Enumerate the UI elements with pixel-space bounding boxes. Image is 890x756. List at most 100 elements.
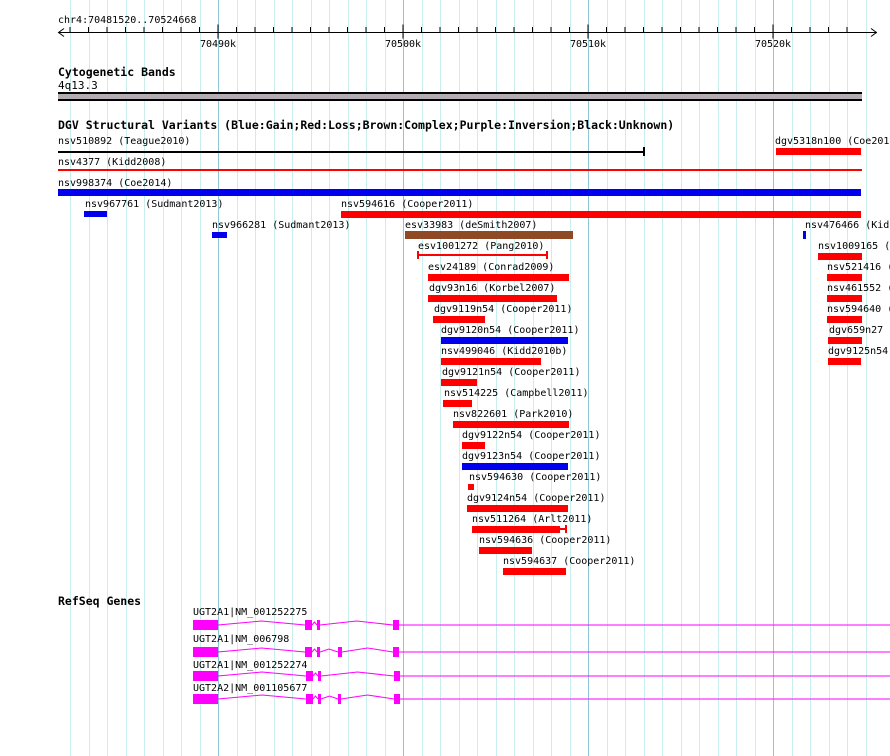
gridline-minor — [255, 0, 256, 756]
variant-bar[interactable] — [428, 274, 569, 281]
variant-bar[interactable] — [479, 547, 532, 554]
gridline-minor — [273, 0, 275, 756]
gridline-minor — [625, 0, 626, 756]
variant-label: nsv4377 (Kidd2008) — [58, 157, 167, 168]
variant-bar[interactable] — [443, 400, 472, 407]
variant-label: dgv9120n54 (Cooper2011) — [441, 325, 580, 336]
variant-bar[interactable] — [441, 337, 568, 344]
gene-label: UGT2A1|NM_001252275 — [193, 607, 308, 618]
variant-bar[interactable] — [433, 316, 485, 323]
gridline-major — [403, 0, 404, 756]
genome-ruler[interactable] — [0, 0, 890, 58]
variant-label: dgv9121n54 (Cooper2011) — [442, 367, 581, 378]
gridline-minor — [347, 0, 349, 756]
variant-point-tick[interactable] — [803, 231, 806, 239]
gene-model[interactable] — [0, 690, 890, 708]
variant-bar[interactable] — [503, 568, 566, 575]
variant-bar[interactable] — [341, 211, 861, 218]
variant-label: nsv594636 (Cooper2011) — [479, 535, 612, 546]
gridline-minor — [88, 0, 90, 756]
gridline-major — [588, 0, 589, 756]
variant-label: dgv9123n54 (Cooper2011) — [462, 451, 601, 462]
gridline-minor — [144, 0, 145, 756]
variant-line-endtick — [643, 147, 645, 156]
gene-label: UGT2A1|NM_006798 — [193, 634, 290, 645]
variant-bar[interactable] — [467, 505, 568, 512]
gridline-minor — [125, 0, 127, 756]
variant-label: esv1001272 (Pang2010) — [418, 241, 545, 252]
variant-bar[interactable] — [462, 442, 485, 449]
variant-bar[interactable] — [818, 253, 862, 260]
gene-model[interactable] — [0, 616, 890, 634]
variant-bar[interactable] — [472, 526, 560, 533]
variant-range-line[interactable] — [417, 254, 548, 256]
variant-tail-line — [560, 528, 566, 530]
variant-bar[interactable] — [827, 316, 862, 323]
variant-bar[interactable] — [84, 211, 107, 217]
variant-bar[interactable] — [828, 337, 862, 344]
gridline-minor — [791, 0, 793, 756]
variant-bar[interactable] — [212, 232, 227, 238]
variant-label: dgv9122n54 (Cooper2011) — [462, 430, 601, 441]
gene-model[interactable] — [0, 643, 890, 661]
variant-label: nsv594637 (Cooper2011) — [503, 556, 636, 567]
variant-label: nsv476466 (Kid — [805, 220, 890, 231]
variant-label: nsv594616 (Cooper2011) — [341, 199, 474, 210]
gridline-minor — [199, 0, 201, 756]
gridline-minor — [329, 0, 330, 756]
variant-label: esv24189 (Conrad2009) — [428, 262, 555, 273]
gridline-minor — [643, 0, 645, 756]
variant-label: nsv822601 (Park2010) — [453, 409, 574, 420]
variant-label: nsv998374 (Coe2014) — [58, 178, 173, 189]
variant-bar[interactable] — [428, 295, 557, 302]
variant-bar[interactable] — [441, 379, 477, 386]
variant-label: dgv93n16 (Korbel2007) — [429, 283, 556, 294]
gene-model[interactable] — [0, 667, 890, 685]
variant-label: nsv510892 (Teague2010) — [58, 136, 191, 147]
variant-tail-endtick — [565, 525, 567, 533]
variant-label: dgv9119n54 (Cooper2011) — [434, 304, 573, 315]
variant-label: nsv514225 (Campbell2011) — [444, 388, 589, 399]
variant-bar[interactable] — [827, 295, 862, 302]
gridline-minor — [107, 0, 108, 756]
variant-label: dgv9124n54 (Cooper2011) — [467, 493, 606, 504]
variant-bar[interactable] — [828, 358, 861, 365]
variant-bar[interactable] — [453, 421, 569, 428]
gridline-minor — [606, 0, 608, 756]
gridline-minor — [310, 0, 312, 756]
ruler-tick-label: 70490k — [199, 39, 237, 50]
variant-label: esv33983 (deSmith2007) — [405, 220, 538, 231]
gridline-major — [218, 0, 219, 756]
gridline-minor — [847, 0, 848, 756]
gridline-minor — [477, 0, 478, 756]
variant-bar[interactable] — [441, 358, 541, 365]
gridline-minor — [495, 0, 497, 756]
variant-label: dgv5318n100 (Coe201 — [775, 136, 890, 147]
gridline-minor — [865, 0, 867, 756]
variant-bar[interactable] — [827, 274, 862, 281]
gridline-minor — [551, 0, 552, 756]
variant-bar[interactable] — [468, 484, 474, 490]
ruler-tick-label: 70510k — [569, 39, 607, 50]
region-title: chr4:70481520..70524668 — [58, 15, 197, 26]
variant-bar[interactable] — [462, 463, 568, 470]
gridline-minor — [828, 0, 830, 756]
cytoband-bar[interactable] — [58, 92, 862, 101]
gridline-minor — [366, 0, 367, 756]
variant-label: nsv1009165 ( — [818, 241, 890, 252]
variant-bar[interactable] — [58, 189, 861, 196]
variant-label: nsv594630 (Cooper2011) — [469, 472, 602, 483]
gridline-minor — [662, 0, 663, 756]
gridline-minor — [569, 0, 571, 756]
variant-bar[interactable] — [776, 148, 861, 155]
variant-label: nsv967761 (Sudmant2013) — [85, 199, 224, 210]
variant-bar[interactable] — [405, 231, 573, 239]
variant-line[interactable] — [58, 151, 645, 153]
cytoband-label: 4q13.3 — [58, 79, 98, 92]
variant-line[interactable] — [58, 169, 862, 171]
gene-label: UGT2A2|NM_001105677 — [193, 683, 308, 694]
section-header-cytobands: Cytogenetic Bands — [58, 65, 176, 79]
variant-label: dgv659n27 ( — [829, 325, 890, 336]
variant-range-lefttick — [417, 251, 419, 259]
